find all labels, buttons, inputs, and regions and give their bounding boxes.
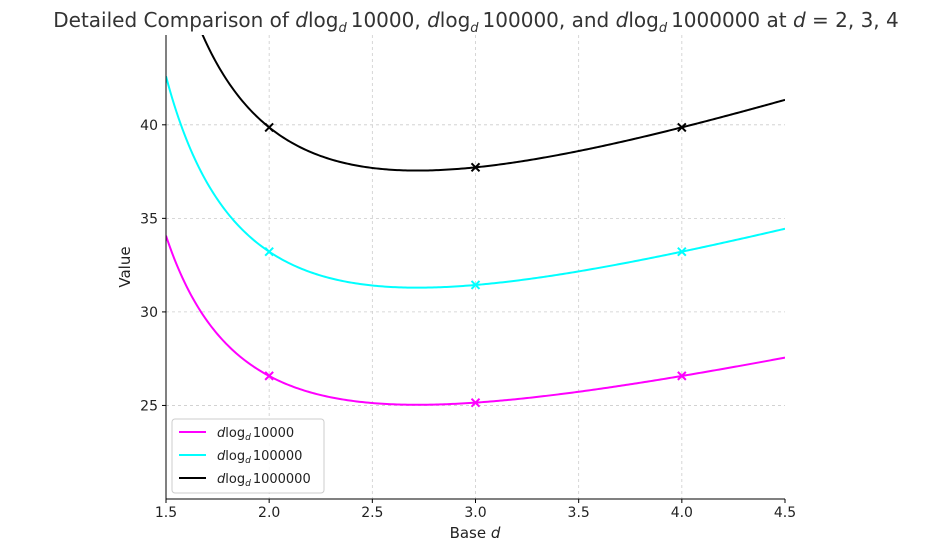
marker-1000000-d2: [264, 122, 274, 133]
legend-box: [171, 418, 325, 494]
series-markers: [264, 122, 687, 408]
marker-1000000-d4: [677, 122, 687, 133]
x-tick-label: 2.0: [258, 505, 280, 521]
marker-100000-d3: [470, 280, 481, 290]
y-tick-label: 25: [140, 398, 158, 414]
y-tick-label: 40: [140, 118, 158, 134]
y-axis-label: Value: [116, 246, 134, 287]
x-tick-label: 3.5: [568, 505, 590, 521]
marker-10000-d3: [470, 397, 481, 408]
legend: dlogd 10000 dlogd 100000 dlogd 1000000: [171, 418, 325, 494]
x-tick-label: 3.0: [464, 505, 486, 521]
marker-10000-d2: [264, 371, 274, 381]
marker-100000-d2: [264, 246, 274, 257]
y-tick-label: 30: [140, 305, 158, 321]
legend-label-1000000: dlogd 1000000: [217, 472, 311, 489]
x-tick-label: 2.5: [361, 505, 383, 521]
x-tick-label: 4.5: [774, 505, 796, 521]
x-tick-label: 4.0: [671, 505, 693, 521]
marker-1000000-d3: [470, 162, 481, 172]
marker-10000-d4: [677, 371, 687, 381]
y-tick-label: 35: [140, 211, 158, 227]
x-axis-label: Base d: [450, 524, 501, 542]
x-ticks: 1.5 2.0 2.5 3.0 3.5 4.0 4.5: [155, 499, 796, 521]
chart-title: Detailed Comparison of dlogd 10000, dlogd…: [53, 8, 899, 36]
legend-label-10000: dlogd 10000: [217, 426, 294, 443]
marker-100000-d4: [677, 246, 687, 257]
y-ticks: 25 30 35 40: [140, 118, 166, 414]
legend-label-100000: dlogd 100000: [217, 449, 302, 466]
x-tick-label: 1.5: [155, 505, 177, 521]
